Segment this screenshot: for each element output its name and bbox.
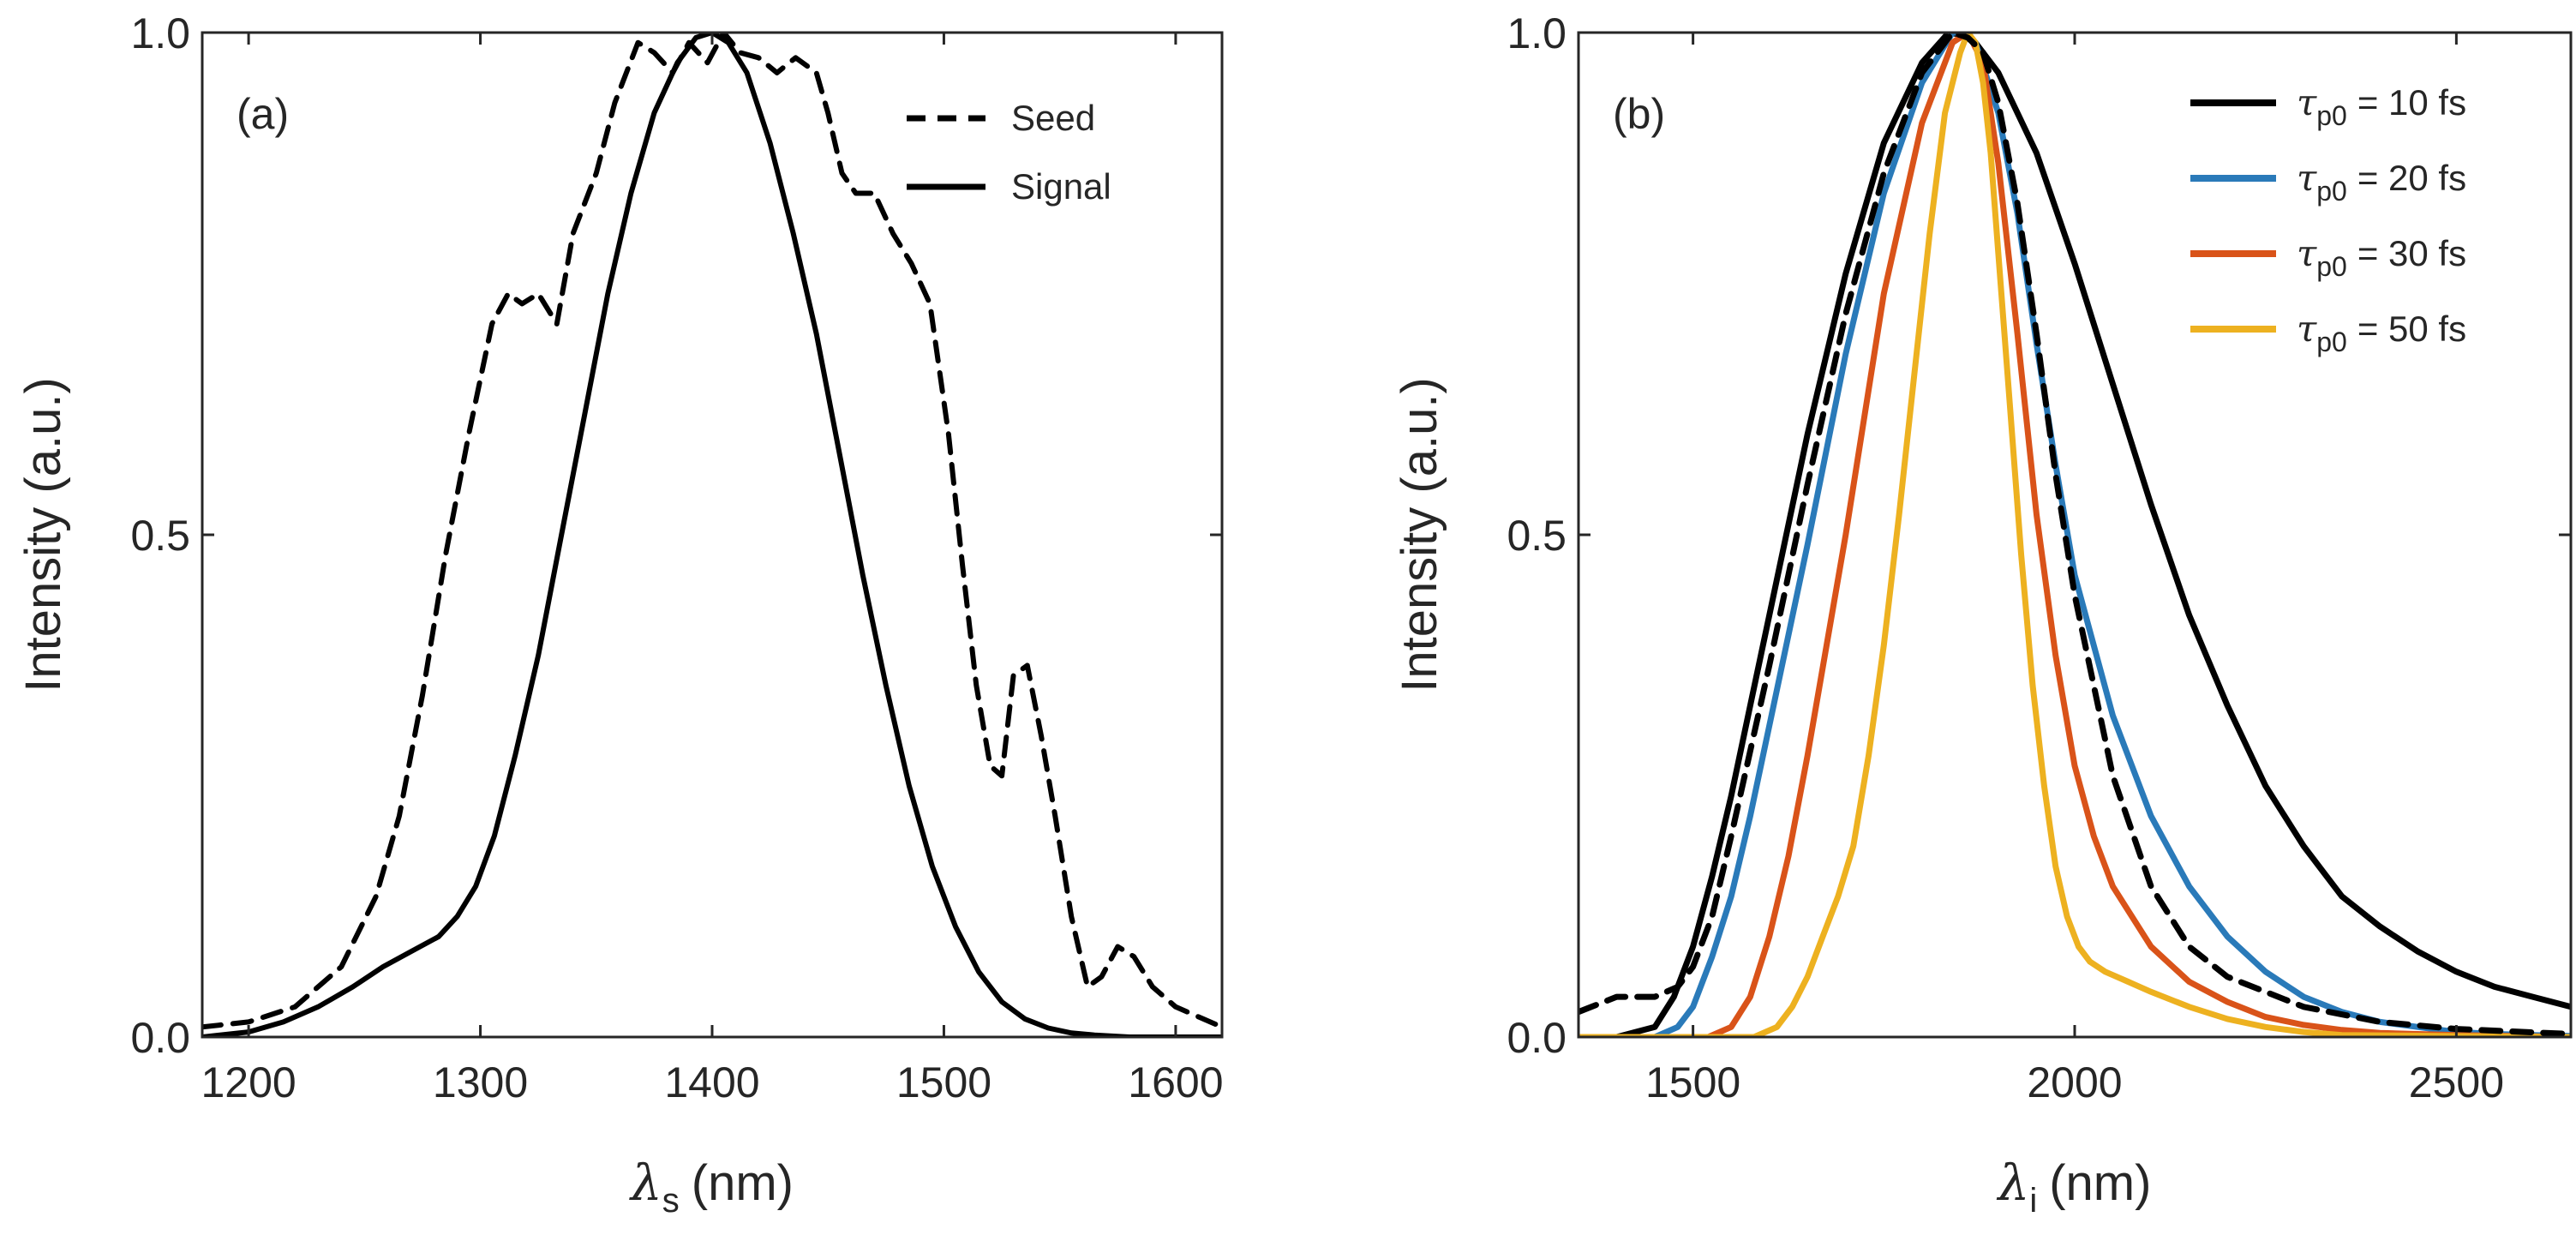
panel-label-a: (a): [237, 90, 289, 138]
legend-sub-30fs: p0: [2316, 251, 2347, 282]
series-group-b: [1579, 33, 2571, 1037]
x-axis-symbol-b: λ: [1997, 1154, 2030, 1212]
y-tick-label-b-0: 0.0: [1507, 1014, 1567, 1062]
panel-b: 1500 2000 2500 0.0 0.5 1.0 (b) Intensity (a.u…: [1392, 9, 2573, 1220]
legend-symbol-30fs: τ: [2297, 232, 2317, 274]
ticks-group-b: 1500 2000 2500 0.0 0.5 1.0: [1507, 9, 2571, 1106]
legend-label-10fs: τp0 = 10 fs: [2297, 81, 2466, 131]
series-line-b-p0-30-fs: [1579, 33, 2571, 1037]
x-tick-label-a-1300: 1300: [433, 1058, 528, 1106]
legend-label-30fs: τp0 = 30 fs: [2297, 232, 2466, 282]
legend-sub-50fs: p0: [2316, 327, 2347, 357]
legend-rest-20fs: = 20 fs: [2357, 158, 2466, 198]
legend-symbol-10fs: τ: [2297, 81, 2317, 123]
legend-label-20fs: τp0 = 20 fs: [2297, 157, 2466, 207]
y-tick-label-b-1: 1.0: [1507, 9, 1567, 57]
legend-sub-10fs: p0: [2316, 100, 2347, 131]
legend-rest-30fs: = 30 fs: [2357, 233, 2466, 273]
legend-b: τp0 = 10 fs τp0 = 20 fs τp0 = 30 fs τp0 = 50…: [2190, 81, 2466, 357]
x-tick-label-a-1200: 1200: [201, 1058, 296, 1106]
x-axis-label-b: λi (nm): [1997, 1154, 2152, 1220]
y-axis-label-b: Intensity (a.u.): [1392, 377, 1447, 692]
x-axis-unit-a: (nm): [692, 1155, 794, 1211]
x-tick-label-a-1400: 1400: [664, 1058, 759, 1106]
x-axis-label-a: λs (nm): [629, 1154, 794, 1220]
y-tick-label-a-0: 0.0: [130, 1014, 190, 1062]
legend-a: Seed Signal: [907, 98, 1111, 207]
x-axis-unit-b: (nm): [2049, 1155, 2151, 1211]
legend-symbol-20fs: τ: [2297, 157, 2317, 199]
panel-label-b: (b): [1613, 90, 1665, 138]
series-group-a: [202, 33, 1222, 1037]
x-axis-symbol-a: λ: [629, 1154, 662, 1212]
series-line-b-seed-dashed: [1579, 33, 2571, 1037]
y-tick-label-a-0_5: 0.5: [130, 512, 190, 560]
x-axis-sub-a: s: [662, 1182, 680, 1220]
y-axis-label-a: Intensity (a.u.): [15, 377, 71, 692]
legend-sub-20fs: p0: [2316, 176, 2347, 207]
axes-box-a: [201, 31, 1224, 1039]
y-tick-label-a-1: 1.0: [130, 9, 190, 57]
axes-box-b: [1577, 31, 2573, 1039]
x-tick-label-b-1500: 1500: [1645, 1058, 1740, 1106]
plot-area-b: [1579, 33, 2571, 1037]
series-line-a-signal: [202, 33, 1222, 1037]
x-tick-label-a-1600: 1600: [1128, 1058, 1223, 1106]
panel-a: 1200 1300 1400 1500 1600 0.0 0.5 1.0 (a) Intens…: [15, 9, 1224, 1220]
legend-rest-50fs: = 50 fs: [2357, 309, 2466, 349]
x-tick-label-a-1500: 1500: [896, 1058, 991, 1106]
legend-label-50fs: τp0 = 50 fs: [2297, 308, 2466, 357]
x-tick-label-b-2500: 2500: [2409, 1058, 2504, 1106]
legend-label-seed: Seed: [1011, 98, 1095, 138]
series-line-b-p0-50-fs: [1579, 33, 2571, 1037]
y-tick-label-b-0_5: 0.5: [1507, 512, 1567, 560]
legend-label-signal: Signal: [1011, 166, 1111, 207]
x-axis-sub-b: i: [2029, 1182, 2037, 1220]
plot-area-a: [202, 33, 1222, 1037]
ticks-group-a: 1200 1300 1400 1500 1600 0.0 0.5 1.0: [130, 9, 1223, 1106]
series-line-a-seed: [202, 33, 1222, 1030]
legend-symbol-50fs: τ: [2297, 308, 2317, 350]
x-tick-label-b-2000: 2000: [2027, 1058, 2122, 1106]
legend-rest-10fs: = 10 fs: [2357, 82, 2466, 123]
